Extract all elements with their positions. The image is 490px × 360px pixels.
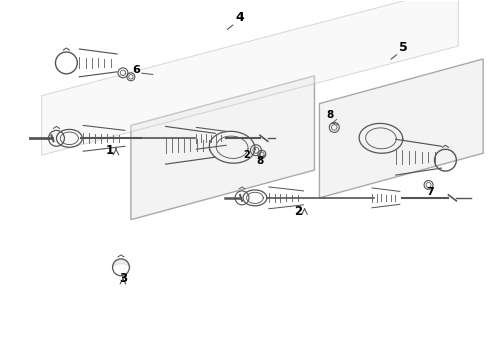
Polygon shape bbox=[42, 0, 458, 155]
Polygon shape bbox=[131, 76, 315, 220]
Text: 4: 4 bbox=[235, 11, 244, 24]
Text: 8: 8 bbox=[256, 156, 263, 166]
Text: 7: 7 bbox=[427, 187, 434, 197]
Text: 2: 2 bbox=[243, 150, 250, 160]
Text: 6: 6 bbox=[132, 65, 140, 75]
Text: 1: 1 bbox=[106, 144, 114, 157]
Polygon shape bbox=[319, 59, 483, 198]
Text: 2: 2 bbox=[294, 205, 303, 218]
Text: 5: 5 bbox=[399, 41, 408, 54]
Text: 8: 8 bbox=[326, 111, 334, 121]
Text: 3: 3 bbox=[119, 272, 127, 285]
